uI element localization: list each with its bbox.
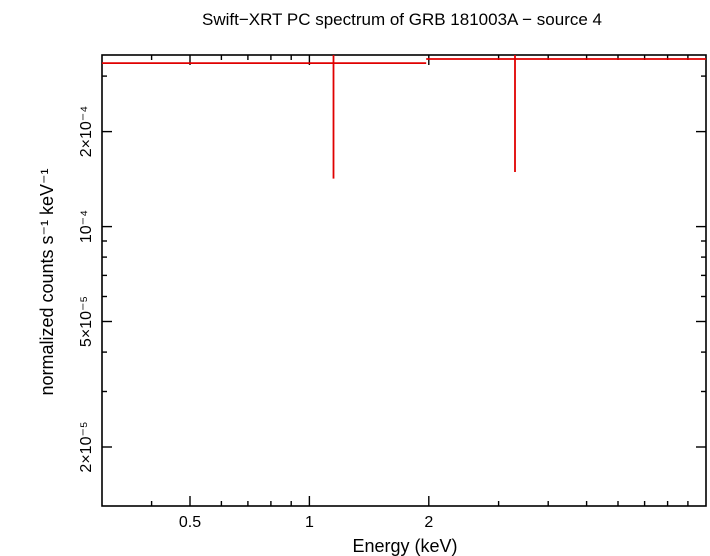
y-tick-label: 5×10⁻⁵ [78,296,95,347]
x-tick-label: 1 [305,514,314,531]
y-tick-label: 2×10⁻⁴ [78,106,95,157]
y-tick-label: 10⁻⁴ [78,210,95,243]
data-point [102,55,427,179]
data-point [426,55,706,172]
x-axis-ticks [150,55,689,506]
plot-frame [101,54,707,507]
data-series [102,55,706,179]
x-tick-label: 2 [424,514,433,531]
y-tick-label: 2×10⁻⁵ [78,421,95,472]
x-axis-label: Energy (keV) [352,536,457,556]
y-axis-tick-labels: 2×10⁻⁵ 5×10⁻⁵ 10⁻⁴ 2×10⁻⁴ [78,106,95,473]
x-axis-tick-labels: 0.5 1 2 [179,514,433,531]
chart-title: Swift−XRT PC spectrum of GRB 181003A − s… [202,10,602,29]
y-axis-ticks [102,75,706,448]
y-axis-label: normalized counts s⁻¹ keV⁻¹ [37,168,57,395]
x-tick-label: 0.5 [179,514,201,531]
